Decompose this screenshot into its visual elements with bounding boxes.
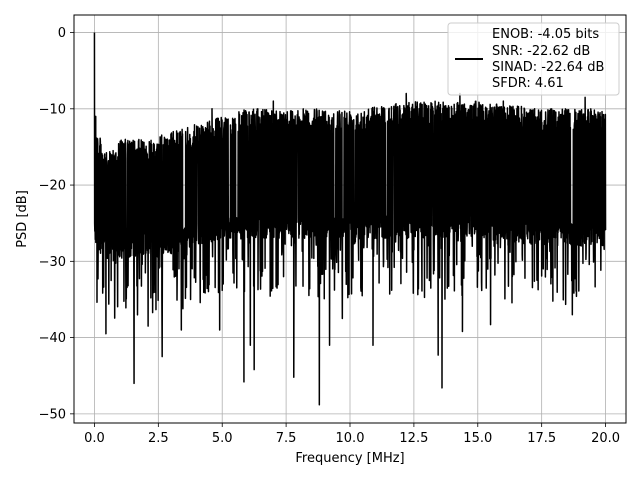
y-tick-label: −30 bbox=[39, 255, 66, 270]
x-tick-label: 10.0 bbox=[336, 431, 365, 446]
x-tick-label: 20.0 bbox=[591, 431, 620, 446]
x-tick-label: 2.5 bbox=[148, 431, 169, 446]
y-axis-label: PSD [dB] bbox=[15, 190, 30, 248]
x-axis-label: Frequency [MHz] bbox=[295, 451, 404, 466]
legend-box bbox=[447, 22, 620, 96]
x-tick-label: 12.5 bbox=[399, 431, 428, 446]
x-axis-ticks: 0.0 2.5 5.0 7.5 10.0 12.5 15.0 17.5 20.0 bbox=[84, 423, 620, 446]
x-tick-label: 7.5 bbox=[276, 431, 297, 446]
x-tick-label: 15.0 bbox=[463, 431, 492, 446]
y-tick-label: −50 bbox=[39, 407, 66, 422]
legend-entry-sfdr: SFDR: 4.61 bbox=[492, 76, 564, 91]
y-tick-label: −40 bbox=[39, 331, 66, 346]
legend-entry-enob: ENOB: -4.05 bits bbox=[492, 27, 599, 42]
x-tick-label: 17.5 bbox=[527, 431, 556, 446]
x-tick-label: 5.0 bbox=[212, 431, 233, 446]
y-tick-label: 0 bbox=[58, 26, 66, 41]
series-trace bbox=[93, 32, 607, 406]
legend: ENOB: -4.05 bits SNR: -22.62 dB SINAD: -… bbox=[447, 22, 620, 96]
y-tick-label: −20 bbox=[39, 179, 66, 194]
y-tick-label: −10 bbox=[39, 102, 66, 117]
legend-entry-snr: SNR: -22.62 dB bbox=[492, 44, 590, 59]
legend-entry-sinad: SINAD: -22.64 dB bbox=[492, 60, 604, 75]
y-axis-ticks: 0 −10 −20 −30 −40 −50 bbox=[39, 26, 74, 422]
psd-line bbox=[93, 32, 607, 406]
x-tick-label: 0.0 bbox=[84, 431, 105, 446]
